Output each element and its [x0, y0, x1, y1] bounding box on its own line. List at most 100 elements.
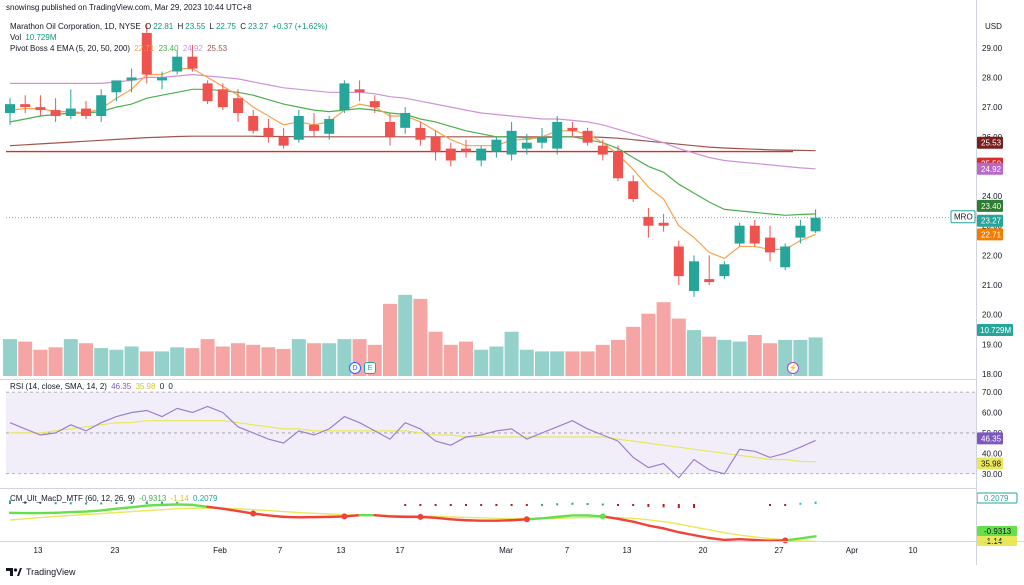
volume-bar — [519, 349, 534, 376]
volume-bar — [79, 343, 93, 376]
volume-value: 10.729M — [25, 33, 57, 42]
candle-body — [430, 136, 441, 152]
candle-body — [765, 237, 775, 253]
pane-separator-rsi[interactable] — [0, 379, 976, 380]
macd-badge — [977, 526, 1017, 536]
candle-body — [780, 246, 791, 268]
symbol-name[interactable]: Marathon Oil Corporation, 1D, NYSE — [10, 22, 141, 31]
ema-legend[interactable]: Pivot Boss 4 EMA (5, 20, 50, 200) 22.71 … — [10, 44, 229, 53]
rsi-extra-2: 0 — [168, 382, 173, 391]
dividend-icon[interactable]: D — [349, 362, 361, 374]
macd-line-segment — [373, 514, 392, 518]
volume-legend[interactable]: Vol 10.729M — [10, 33, 59, 42]
symbol-tag-text: MRO — [954, 213, 973, 222]
ema50-badge — [977, 162, 1003, 175]
rsi-badge — [977, 432, 1003, 445]
macd-cross-dot — [341, 513, 348, 520]
macd-line-segment — [616, 517, 635, 523]
candle-body — [491, 139, 502, 152]
macd-histogram-bar — [176, 501, 179, 504]
macd-histogram-bar — [145, 501, 148, 504]
macd-histogram-bar — [632, 504, 635, 506]
macd-line-segment — [54, 510, 73, 514]
macd-hist-badge-text: 0.2079 — [984, 494, 1009, 503]
macd-line-segment — [540, 515, 559, 520]
macd-cross-dot — [250, 510, 257, 517]
macd-histogram-bar — [601, 503, 604, 506]
candle-body — [233, 98, 243, 114]
ema5-badge-text: 22.71 — [981, 230, 1002, 239]
macd-line-segment — [753, 538, 772, 543]
candle-body — [506, 130, 517, 155]
macd-histogram-bar — [130, 501, 133, 504]
volume-bar — [717, 339, 732, 376]
candle-body — [734, 225, 745, 244]
ema50-line — [10, 73, 816, 170]
time-tick-label: 7 — [278, 546, 283, 555]
volume-bar — [231, 343, 245, 376]
tradingview-brand: TradingView — [26, 567, 76, 577]
rsi-legend[interactable]: RSI (14, close, SMA, 14, 2) 46.35 35.98 … — [10, 382, 175, 391]
volume-bar — [504, 331, 519, 376]
macd-signal-value: -1.14 — [170, 494, 189, 503]
macd-histogram-bar — [9, 500, 11, 504]
volume-bar — [63, 339, 78, 376]
time-axis[interactable]: 13 23 Feb 7 13 17 Mar 7 13 20 27 Apr 10 — [34, 546, 918, 555]
price-scale-border — [976, 0, 977, 565]
candle-body — [719, 264, 730, 277]
macd-badge-text: -0.9313 — [984, 527, 1012, 536]
price-tick-label: 21.00 — [982, 281, 1003, 290]
candle-body — [461, 148, 471, 152]
macd-histogram-bar — [510, 504, 513, 506]
rsi-line — [9, 405, 816, 479]
time-tick-label: 17 — [396, 546, 405, 555]
macd-cross-dot — [417, 513, 424, 520]
rsi-value: 46.35 — [111, 382, 132, 391]
volume-bar — [747, 335, 762, 376]
ema50-value: 24.92 — [182, 44, 203, 53]
volume-bar — [3, 339, 17, 376]
candle-body — [35, 107, 46, 111]
candle-body — [704, 279, 715, 283]
macd-line-segment — [556, 514, 574, 519]
volume-bar — [322, 343, 337, 376]
ema5-badge — [977, 228, 1003, 241]
candle-body — [400, 113, 411, 128]
tradingview-footer[interactable]: TradingView — [6, 567, 76, 577]
time-tick-label: 13 — [623, 546, 632, 555]
price-tick-label: 24.00 — [982, 192, 1003, 201]
macd-cross-dot — [599, 513, 606, 520]
macd-line-segment — [115, 506, 133, 510]
time-tick-label: Feb — [213, 546, 227, 555]
price-tick-label: 20.00 — [982, 311, 1003, 320]
candle-body — [309, 124, 319, 131]
candle-body — [81, 108, 91, 116]
candle-body — [172, 56, 183, 72]
price-tick-label: 29.00 — [982, 44, 1003, 53]
macd-line-segment — [84, 509, 103, 513]
macd-legend[interactable]: CM_Ult_MacD_MTF (60, 12, 26, 9) -0.9313 … — [10, 494, 219, 503]
macd-histogram-bar — [24, 501, 27, 504]
macd-line-segment — [799, 535, 817, 540]
volume-bar — [580, 351, 595, 376]
pane-separator-macd[interactable] — [0, 488, 976, 489]
last-price-badge-text: 23.27 — [981, 217, 1002, 226]
macd-histogram-bar — [161, 501, 163, 504]
earnings-icon[interactable]: E — [364, 362, 376, 374]
volume-bar — [671, 318, 686, 376]
candle-body — [658, 222, 669, 226]
macd-histogram-bar — [115, 502, 118, 505]
price-tick-label: 22.00 — [982, 251, 1003, 260]
macd-histogram-bar — [419, 504, 422, 506]
split-flash-icon[interactable]: ⚡ — [787, 362, 799, 374]
ema200-badge — [977, 136, 1003, 149]
low-value: 22.75 — [215, 22, 236, 31]
candle-body — [445, 148, 456, 161]
macd-histogram-bar — [799, 502, 802, 505]
symbol-legend[interactable]: Marathon Oil Corporation, 1D, NYSE O 22.8… — [10, 22, 329, 31]
candle-body — [795, 225, 806, 238]
macd-line-segment — [191, 503, 209, 508]
candle-body — [673, 246, 684, 277]
